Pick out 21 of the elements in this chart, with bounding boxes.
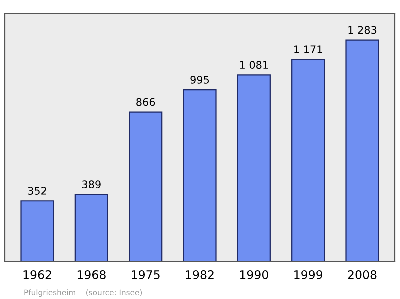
bar bbox=[346, 40, 380, 262]
data-label: 352 bbox=[28, 187, 46, 195]
bar bbox=[292, 59, 326, 262]
data-label: 1 283 bbox=[348, 26, 377, 34]
x-tick-label: 1999 bbox=[294, 270, 323, 280]
bar bbox=[20, 200, 54, 262]
x-tick-label: 1982 bbox=[186, 270, 214, 280]
x-tick-label: 1975 bbox=[132, 270, 160, 280]
x-tick-label: 2008 bbox=[348, 270, 377, 280]
x-tick-label: 1968 bbox=[78, 270, 106, 280]
data-label: 389 bbox=[82, 180, 101, 189]
data-label: 1 081 bbox=[240, 61, 268, 70]
bar bbox=[129, 112, 163, 262]
bar bbox=[74, 194, 108, 262]
bar bbox=[183, 90, 217, 262]
data-label: 995 bbox=[190, 76, 210, 84]
bar bbox=[237, 74, 271, 262]
x-tick-label: 1962 bbox=[24, 270, 52, 280]
data-label: 1 171 bbox=[294, 46, 322, 54]
data-label: 866 bbox=[136, 98, 156, 106]
x-tick-label: 1990 bbox=[240, 270, 268, 280]
